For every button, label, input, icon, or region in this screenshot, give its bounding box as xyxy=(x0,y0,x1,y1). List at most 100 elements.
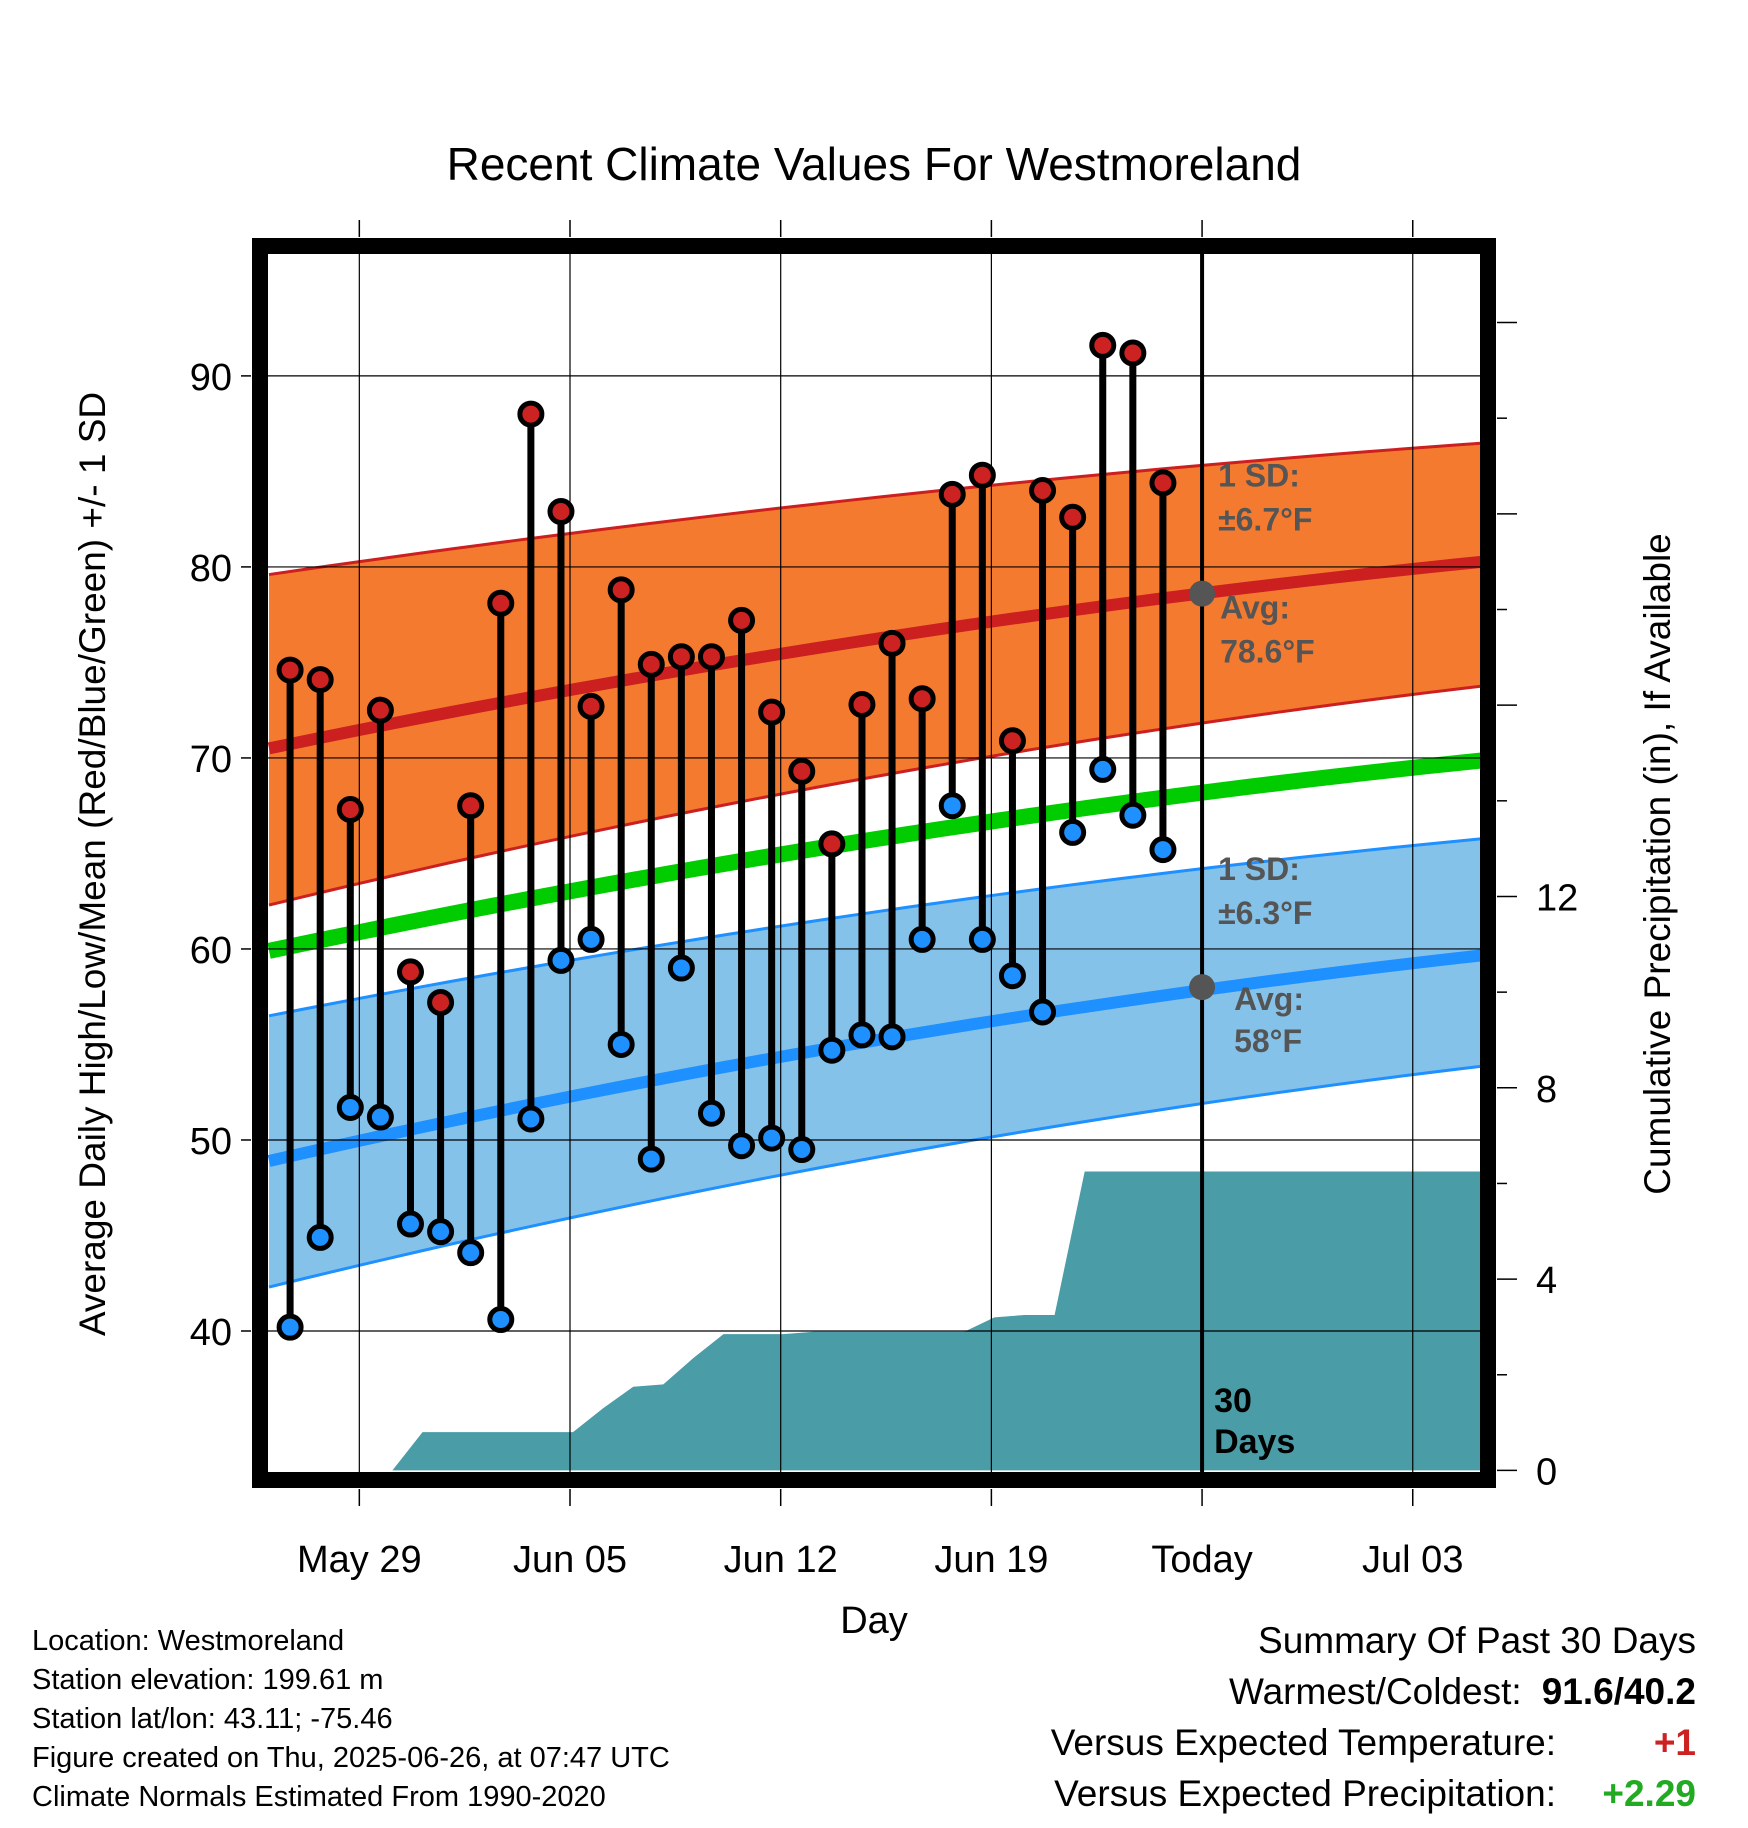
obs-low-point xyxy=(878,1023,906,1051)
high-sd-band xyxy=(269,442,1488,906)
high-avg-label: Avg: xyxy=(1220,589,1290,625)
obs-high-point xyxy=(818,830,846,858)
obs-high-point xyxy=(728,606,756,634)
high-avg-line xyxy=(267,555,1488,755)
x-tick-label: Jun 19 xyxy=(934,1539,1048,1581)
obs-high-point xyxy=(457,792,485,820)
warm-cold-value: 91.6/40.2 xyxy=(1541,1671,1696,1712)
obs-high-point xyxy=(396,958,424,986)
obs-low-point xyxy=(1029,998,1057,1026)
obs-high-point xyxy=(637,650,665,678)
y2-tick-label: 12 xyxy=(1536,877,1578,919)
created-text: Figure created on Thu, 2025-06-26, at 07… xyxy=(32,1742,670,1774)
obs-high-point xyxy=(366,696,394,724)
x-axis-label: Day xyxy=(840,1600,908,1642)
obs-low-point xyxy=(697,1099,725,1127)
y-tick-label: 70 xyxy=(190,739,232,781)
station-info: Location: Westmoreland Station elevation… xyxy=(32,1622,670,1817)
obs-high-point xyxy=(878,629,906,657)
y2-tick-label: 4 xyxy=(1536,1260,1557,1302)
obs-low-point xyxy=(1089,755,1117,783)
obs-low-point xyxy=(998,962,1026,990)
y-tick-label: 40 xyxy=(190,1312,232,1354)
high-avg-point xyxy=(1189,580,1216,607)
high-sd-label: 1 SD: xyxy=(1218,458,1300,494)
obs-low-point xyxy=(547,946,575,974)
obs-low-point xyxy=(336,1094,364,1122)
obs-high-point xyxy=(547,498,575,526)
obs-low-point xyxy=(908,925,936,953)
precip-row: Versus Expected Precipitation: +2.29 xyxy=(1051,1768,1696,1819)
obs-high-point xyxy=(517,400,545,428)
obs-low-point xyxy=(517,1105,545,1133)
temp-label: Versus Expected Temperature: xyxy=(1050,1722,1556,1763)
obs-high-point xyxy=(667,643,695,671)
y2-tick-label: 0 xyxy=(1536,1451,1557,1493)
summary-panel: Summary Of Past 30 Days Warmest/Coldest:… xyxy=(1051,1615,1696,1819)
obs-low-point xyxy=(968,925,996,953)
temp-value: +1 xyxy=(1653,1722,1696,1763)
y-tick-label: 90 xyxy=(190,357,232,399)
obs-low-point xyxy=(366,1103,394,1131)
low-sd-value: ±6.3°F xyxy=(1218,895,1312,931)
x-tick-label: Jun 05 xyxy=(513,1539,627,1581)
location-text: Location: Westmoreland xyxy=(32,1625,345,1657)
obs-high-point xyxy=(968,461,996,489)
precip-area xyxy=(302,1171,1488,1471)
obs-low-point xyxy=(1119,801,1147,829)
obs-low-point xyxy=(938,792,966,820)
obs-high-point xyxy=(998,727,1026,755)
chart-title: Recent Climate Values For Westmoreland xyxy=(447,138,1302,190)
obs-high-point xyxy=(1029,477,1057,505)
obs-high-point xyxy=(427,988,455,1016)
days-window-label: 30 xyxy=(1214,1382,1252,1420)
summary-title: Summary Of Past 30 Days xyxy=(1258,1620,1696,1661)
obs-low-point xyxy=(487,1306,515,1334)
obs-high-point xyxy=(306,666,334,694)
obs-high-point xyxy=(276,656,304,684)
obs-low-point xyxy=(306,1223,334,1251)
days-window-label: Days xyxy=(1214,1423,1295,1461)
obs-high-point xyxy=(1119,339,1147,367)
obs-low-point xyxy=(848,1021,876,1049)
obs-high-point xyxy=(607,576,635,604)
obs-high-point xyxy=(1149,469,1177,497)
x-tick-label: Jun 12 xyxy=(724,1539,838,1581)
y2-axis-label: Cumulative Precipitation (in), If Availa… xyxy=(1637,533,1678,1195)
obs-high-point xyxy=(577,692,605,720)
low-sd-label: 1 SD: xyxy=(1218,851,1300,887)
low-avg-point xyxy=(1189,974,1216,1001)
obs-low-point xyxy=(577,925,605,953)
y-tick-label: 50 xyxy=(190,1121,232,1163)
obs-high-point xyxy=(1089,331,1117,359)
obs-high-point xyxy=(788,757,816,785)
plot-frame xyxy=(252,238,1496,1488)
obs-low-point xyxy=(788,1136,816,1164)
obs-high-point xyxy=(758,698,786,726)
obs-low-point xyxy=(637,1145,665,1173)
high-sd-value: ±6.7°F xyxy=(1218,502,1312,538)
obs-low-point xyxy=(457,1239,485,1267)
obs-high-point xyxy=(848,690,876,718)
obs-low-point xyxy=(758,1124,786,1152)
obs-high-point xyxy=(1059,503,1087,531)
obs-low-point xyxy=(396,1210,424,1238)
x-tick-label: May 29 xyxy=(297,1539,422,1581)
y-axis-label: Average Daily High/Low/Mean (Red/Blue/Gr… xyxy=(72,392,113,1336)
low-avg-label: Avg: xyxy=(1234,981,1304,1017)
x-tick-label: Jul 03 xyxy=(1362,1539,1463,1581)
obs-low-point xyxy=(427,1218,455,1246)
obs-low-point xyxy=(1149,836,1177,864)
y2-tick-label: 8 xyxy=(1536,1069,1557,1111)
obs-low-point xyxy=(667,954,695,982)
obs-high-point xyxy=(697,643,725,671)
obs-high-point xyxy=(908,685,936,713)
high-sd-upper-line xyxy=(268,441,1488,577)
x-tick-label: Today xyxy=(1151,1539,1252,1581)
temp-row: Versus Expected Temperature: +1 xyxy=(1051,1717,1696,1768)
obs-low-point xyxy=(728,1132,756,1160)
latlon-text: Station lat/lon: 43.11; -75.46 xyxy=(32,1703,393,1735)
low-avg-value: 58°F xyxy=(1234,1023,1302,1059)
obs-low-point xyxy=(1059,818,1087,846)
